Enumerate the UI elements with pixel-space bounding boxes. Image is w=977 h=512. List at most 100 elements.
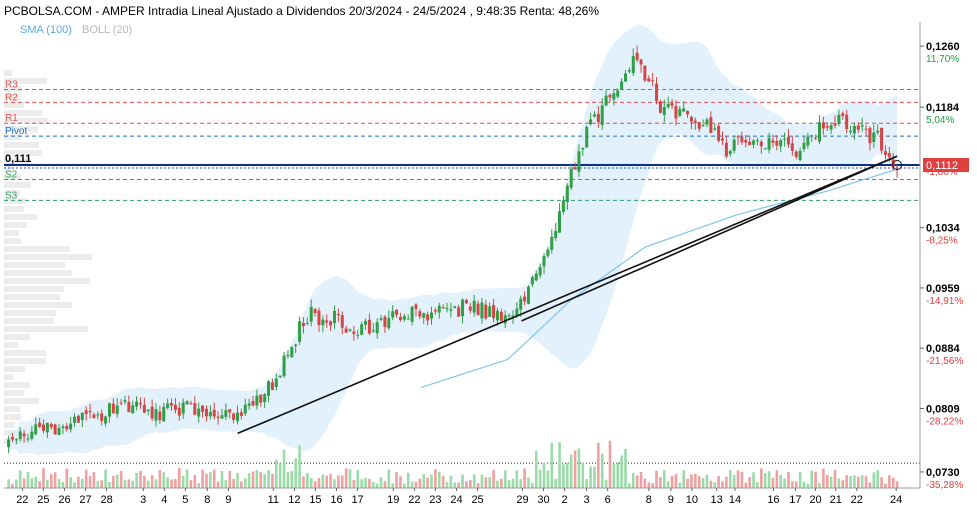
volume-bar bbox=[860, 475, 864, 488]
volume-bar bbox=[185, 469, 189, 488]
volume-bar bbox=[697, 476, 701, 488]
volume-bar bbox=[294, 458, 297, 488]
price-tick-label: 0,0730 bbox=[926, 467, 960, 479]
date-tick-label: 16 bbox=[767, 494, 779, 506]
volume-profile-bar bbox=[4, 254, 92, 260]
candle-body bbox=[173, 404, 177, 410]
candle-body bbox=[18, 431, 22, 440]
candle-body bbox=[352, 331, 356, 335]
volume-bar bbox=[457, 482, 460, 488]
price-tick-pct: 5,04% bbox=[926, 115, 954, 126]
candle-body bbox=[624, 73, 627, 82]
volume-bar bbox=[763, 473, 767, 488]
volume-bar bbox=[542, 462, 546, 488]
volume-bar bbox=[864, 475, 868, 488]
volume-bar bbox=[469, 479, 472, 488]
candle-body bbox=[887, 153, 891, 158]
candle-body bbox=[616, 90, 620, 97]
candle-body bbox=[243, 404, 247, 414]
candle-body bbox=[57, 428, 61, 436]
volume-bar bbox=[77, 476, 80, 488]
volume-bar bbox=[717, 475, 720, 488]
candle-body bbox=[84, 410, 88, 415]
volume-bar bbox=[624, 448, 627, 488]
volume-profile-bar bbox=[4, 150, 42, 156]
volume-bar bbox=[589, 466, 592, 488]
candle-body bbox=[581, 147, 585, 150]
volume-bar bbox=[694, 473, 697, 488]
candle-body bbox=[418, 311, 422, 317]
candle-body bbox=[53, 424, 57, 435]
volume-profile-bar bbox=[4, 110, 42, 116]
candle-body bbox=[534, 273, 538, 281]
candle-body bbox=[480, 302, 484, 319]
date-tick-label: 22 bbox=[16, 494, 28, 506]
date-tick-label: 5 bbox=[182, 494, 188, 506]
candle-body bbox=[484, 304, 488, 319]
volume-bar bbox=[135, 472, 138, 488]
date-tick-label: 25 bbox=[37, 494, 49, 506]
price-tick-pct: -35,28% bbox=[926, 480, 963, 491]
level-label-r3: R3 bbox=[5, 79, 18, 90]
candle-body bbox=[577, 151, 581, 172]
volume-bar bbox=[65, 468, 69, 488]
candle-body bbox=[193, 403, 197, 415]
volume-profile-bar bbox=[4, 358, 46, 364]
candle-body bbox=[837, 114, 841, 124]
volume-profile-bar bbox=[4, 94, 21, 100]
candle-body bbox=[612, 93, 616, 100]
current-price-pct: -1,80% bbox=[926, 167, 958, 178]
candle-body bbox=[414, 304, 418, 309]
candle-body bbox=[709, 117, 713, 133]
candle-body bbox=[298, 321, 302, 342]
level-label-r2: R2 bbox=[5, 92, 18, 103]
date-tick-label: 29 bbox=[516, 494, 528, 506]
candle-body bbox=[26, 438, 30, 440]
volume-bar bbox=[728, 470, 732, 488]
volume-bar bbox=[434, 469, 437, 488]
volume-bar bbox=[643, 478, 647, 488]
candle-body bbox=[705, 119, 709, 125]
candle-body bbox=[682, 108, 686, 112]
candle-body bbox=[674, 106, 678, 119]
volume-bar bbox=[18, 470, 22, 488]
volume-profile-bar bbox=[4, 246, 70, 252]
volume-bar bbox=[829, 476, 833, 488]
candle-body bbox=[693, 120, 697, 123]
volume-bar bbox=[659, 477, 662, 488]
volume-bar bbox=[84, 469, 88, 488]
candle-body bbox=[538, 267, 542, 276]
candle-body bbox=[267, 381, 271, 396]
date-tick-label: 4 bbox=[161, 494, 167, 506]
volume-bar bbox=[787, 471, 790, 488]
date-tick-label: 17 bbox=[351, 494, 363, 506]
volume-profile-bar bbox=[4, 158, 30, 164]
candle-body bbox=[550, 236, 554, 250]
candle-body bbox=[492, 304, 496, 319]
candle-body bbox=[340, 315, 344, 328]
candle-body bbox=[744, 139, 748, 143]
volume-bar bbox=[857, 476, 860, 488]
volume-bar bbox=[69, 477, 72, 488]
volume-bar bbox=[158, 470, 162, 488]
volume-bar bbox=[131, 480, 135, 488]
level-label-s2: S2 bbox=[5, 169, 18, 180]
candle-body bbox=[294, 344, 298, 346]
volume-bar bbox=[569, 454, 573, 488]
volume-bar bbox=[573, 450, 577, 488]
candle-body bbox=[204, 408, 208, 417]
sma-line bbox=[420, 170, 893, 389]
volume-bar bbox=[822, 468, 825, 488]
candle-body bbox=[7, 439, 11, 448]
volume-bar bbox=[628, 483, 631, 488]
volume-bar bbox=[635, 475, 639, 488]
volume-profile-bar bbox=[4, 222, 27, 228]
volume-bar bbox=[275, 459, 278, 488]
volume-bar bbox=[748, 477, 751, 488]
volume-profile-bar bbox=[4, 318, 54, 324]
volume-bar bbox=[356, 470, 360, 488]
candle-body bbox=[274, 378, 278, 388]
volume-bar bbox=[166, 477, 169, 488]
volume-profile-bar bbox=[4, 278, 90, 284]
volume-bar bbox=[100, 480, 103, 488]
